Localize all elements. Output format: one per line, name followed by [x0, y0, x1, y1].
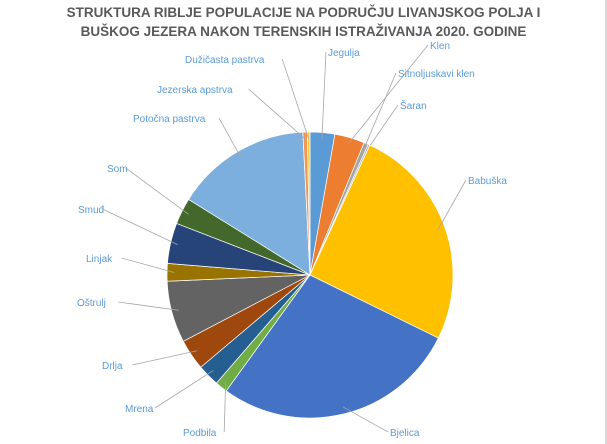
leader-line-8	[131, 350, 198, 366]
slice-label-6: Podbila	[183, 428, 217, 439]
slice-label-7: Mrena	[125, 404, 154, 415]
leader-line-15	[281, 58, 310, 140]
leader-line-9	[118, 301, 179, 311]
slice-label-8: Drlja	[102, 361, 123, 372]
leader-line-13	[218, 117, 242, 159]
leader-line-7	[154, 370, 214, 409]
leader-line-1	[347, 44, 429, 145]
leader-line-2	[362, 72, 397, 151]
pie-slice-4	[309, 144, 454, 339]
leader-line-10	[121, 257, 175, 273]
slice-label-9: Oštrulj	[77, 298, 106, 309]
leader-line-6	[223, 381, 227, 433]
slice-label-1: Klen	[430, 41, 450, 52]
pie-slice-15	[306, 131, 311, 276]
chart-title-line-2: BUŠKOG JEZERA NAKON TERENSKIH ISTRAŽIVAN…	[80, 24, 527, 39]
leader-line-14	[248, 88, 306, 140]
leader-line-3	[365, 104, 399, 152]
slice-label-13: Potočna pastrva	[133, 114, 206, 125]
slice-label-4: Babuška	[468, 176, 507, 187]
slice-label-11: Smuđ	[78, 205, 105, 216]
slice-label-12: Som	[107, 164, 128, 175]
slice-label-10: Linjak	[86, 254, 113, 265]
chart-title-line-1: STRUKTURA RIBLJE POPULACIJE NA PODRUČJU …	[66, 5, 541, 20]
slice-label-15: Dužičasta pastrva	[185, 55, 265, 66]
leader-line-0	[321, 51, 327, 140]
pie-slice-5	[225, 274, 439, 419]
slice-label-5: Bjelica	[390, 428, 420, 439]
leader-line-4	[437, 179, 467, 230]
leader-line-11	[102, 208, 178, 246]
slice-label-0: Jegulja	[328, 48, 360, 59]
slice-label-2: Sitnoljuskavi klen	[398, 69, 475, 80]
leader-line-5	[342, 406, 389, 433]
slice-label-3: Šaran	[400, 99, 427, 112]
slice-label-14: Jezerska apstrva	[157, 85, 233, 96]
chart-border	[605, 0, 607, 444]
leader-line-12	[125, 167, 189, 215]
